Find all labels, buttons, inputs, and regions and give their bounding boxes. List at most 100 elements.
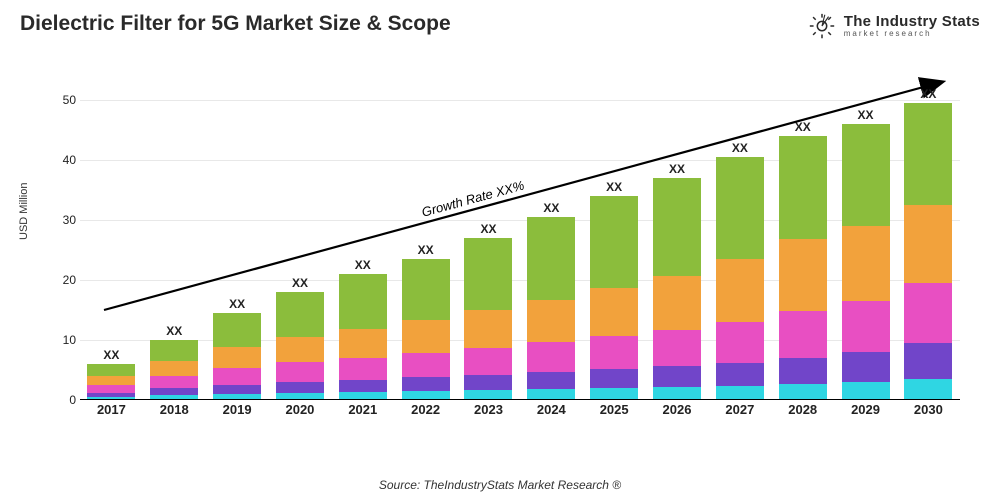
x-tick-label: 2023 xyxy=(464,402,512,417)
logo-sub-text: market research xyxy=(844,30,980,38)
bar-group: XX xyxy=(87,348,135,400)
bar-segment xyxy=(653,276,701,330)
bar-segment xyxy=(150,361,198,376)
bar-group: XX xyxy=(339,258,387,400)
bar-value-label: XX xyxy=(606,180,622,194)
bar-segment xyxy=(716,363,764,386)
bar-group: XX xyxy=(402,243,450,400)
bar-stack xyxy=(527,217,575,400)
x-tick-label: 2027 xyxy=(716,402,764,417)
bar-stack xyxy=(339,274,387,400)
x-tick-label: 2018 xyxy=(150,402,198,417)
bar-segment xyxy=(904,283,952,343)
gear-icon xyxy=(806,10,838,42)
bar-value-label: XX xyxy=(669,162,685,176)
y-tick: 40 xyxy=(50,153,76,167)
bar-segment xyxy=(87,364,135,376)
bar-segment xyxy=(464,238,512,310)
bar-segment xyxy=(276,337,324,362)
bar-stack xyxy=(402,259,450,400)
bar-segment xyxy=(527,300,575,342)
bar-segment xyxy=(527,372,575,389)
x-tick-label: 2017 xyxy=(87,402,135,417)
bar-segment xyxy=(779,358,827,384)
bar-segment xyxy=(842,124,890,226)
bar-stack xyxy=(213,313,261,400)
bar-segment xyxy=(402,377,450,391)
bar-group: XX xyxy=(150,324,198,400)
bar-value-label: XX xyxy=(355,258,371,272)
x-tick-label: 2030 xyxy=(904,402,952,417)
bar-segment xyxy=(590,336,638,369)
bar-segment xyxy=(213,368,261,385)
x-tick-label: 2026 xyxy=(653,402,701,417)
bar-segment xyxy=(653,366,701,387)
bar-group: XX xyxy=(904,87,952,400)
chart-title: Dielectric Filter for 5G Market Size & S… xyxy=(20,12,451,36)
bar-stack xyxy=(590,196,638,400)
bars-container: XX XX XX XX XX XX XX XX XX XX XX XX XX XX xyxy=(80,70,960,400)
bar-segment xyxy=(150,376,198,388)
bar-stack xyxy=(87,364,135,400)
bar-group: XX xyxy=(464,222,512,400)
bar-segment xyxy=(653,178,701,276)
bar-segment xyxy=(339,380,387,392)
bar-segment xyxy=(716,259,764,322)
bar-value-label: XX xyxy=(543,201,559,215)
bar-value-label: XX xyxy=(480,222,496,236)
bar-segment xyxy=(904,379,952,400)
bar-value-label: XX xyxy=(229,297,245,311)
x-tick-label: 2021 xyxy=(339,402,387,417)
bar-segment xyxy=(842,382,890,400)
bar-segment xyxy=(339,274,387,329)
bar-stack xyxy=(464,238,512,400)
x-tick-label: 2024 xyxy=(527,402,575,417)
bar-value-label: XX xyxy=(418,243,434,257)
bar-value-label: XX xyxy=(858,108,874,122)
bar-segment xyxy=(402,320,450,353)
bar-group: XX xyxy=(590,180,638,400)
bar-segment xyxy=(779,311,827,358)
bar-group: XX xyxy=(276,276,324,400)
bar-segment xyxy=(87,385,135,393)
bar-segment xyxy=(590,196,638,288)
bar-value-label: XX xyxy=(166,324,182,338)
y-axis-label: USD Million xyxy=(18,183,30,240)
y-tick: 50 xyxy=(50,93,76,107)
bar-segment xyxy=(716,157,764,259)
bar-value-label: XX xyxy=(103,348,119,362)
source-footer: Source: TheIndustryStats Market Research… xyxy=(0,478,1000,492)
bar-segment xyxy=(842,352,890,382)
bar-stack xyxy=(904,103,952,400)
y-tick: 20 xyxy=(50,273,76,287)
bar-segment xyxy=(276,382,324,393)
bar-stack xyxy=(276,292,324,400)
bar-segment xyxy=(339,358,387,380)
x-tick-label: 2029 xyxy=(842,402,890,417)
bar-segment xyxy=(150,388,198,395)
bar-segment xyxy=(150,340,198,361)
y-tick: 30 xyxy=(50,213,76,227)
x-tick-label: 2025 xyxy=(590,402,638,417)
bar-segment xyxy=(276,362,324,382)
bar-stack xyxy=(150,340,198,400)
x-axis-labels: 2017201820192020202120222023202420252026… xyxy=(80,402,960,430)
bar-segment xyxy=(716,322,764,363)
bar-segment xyxy=(842,226,890,301)
x-tick-label: 2022 xyxy=(402,402,450,417)
bar-stack xyxy=(842,124,890,400)
y-tick: 0 xyxy=(50,393,76,407)
bar-segment xyxy=(402,259,450,320)
logo-main-text: The Industry Stats xyxy=(844,14,980,29)
bar-stack xyxy=(653,178,701,400)
bar-segment xyxy=(904,205,952,283)
bar-segment xyxy=(464,375,512,391)
bar-segment xyxy=(402,353,450,377)
bar-value-label: XX xyxy=(795,120,811,134)
bar-value-label: XX xyxy=(292,276,308,290)
x-tick-label: 2028 xyxy=(779,402,827,417)
brand-logo: The Industry Stats market research xyxy=(806,10,980,42)
bar-segment xyxy=(527,342,575,372)
bar-group: XX xyxy=(527,201,575,400)
bar-value-label: XX xyxy=(732,141,748,155)
